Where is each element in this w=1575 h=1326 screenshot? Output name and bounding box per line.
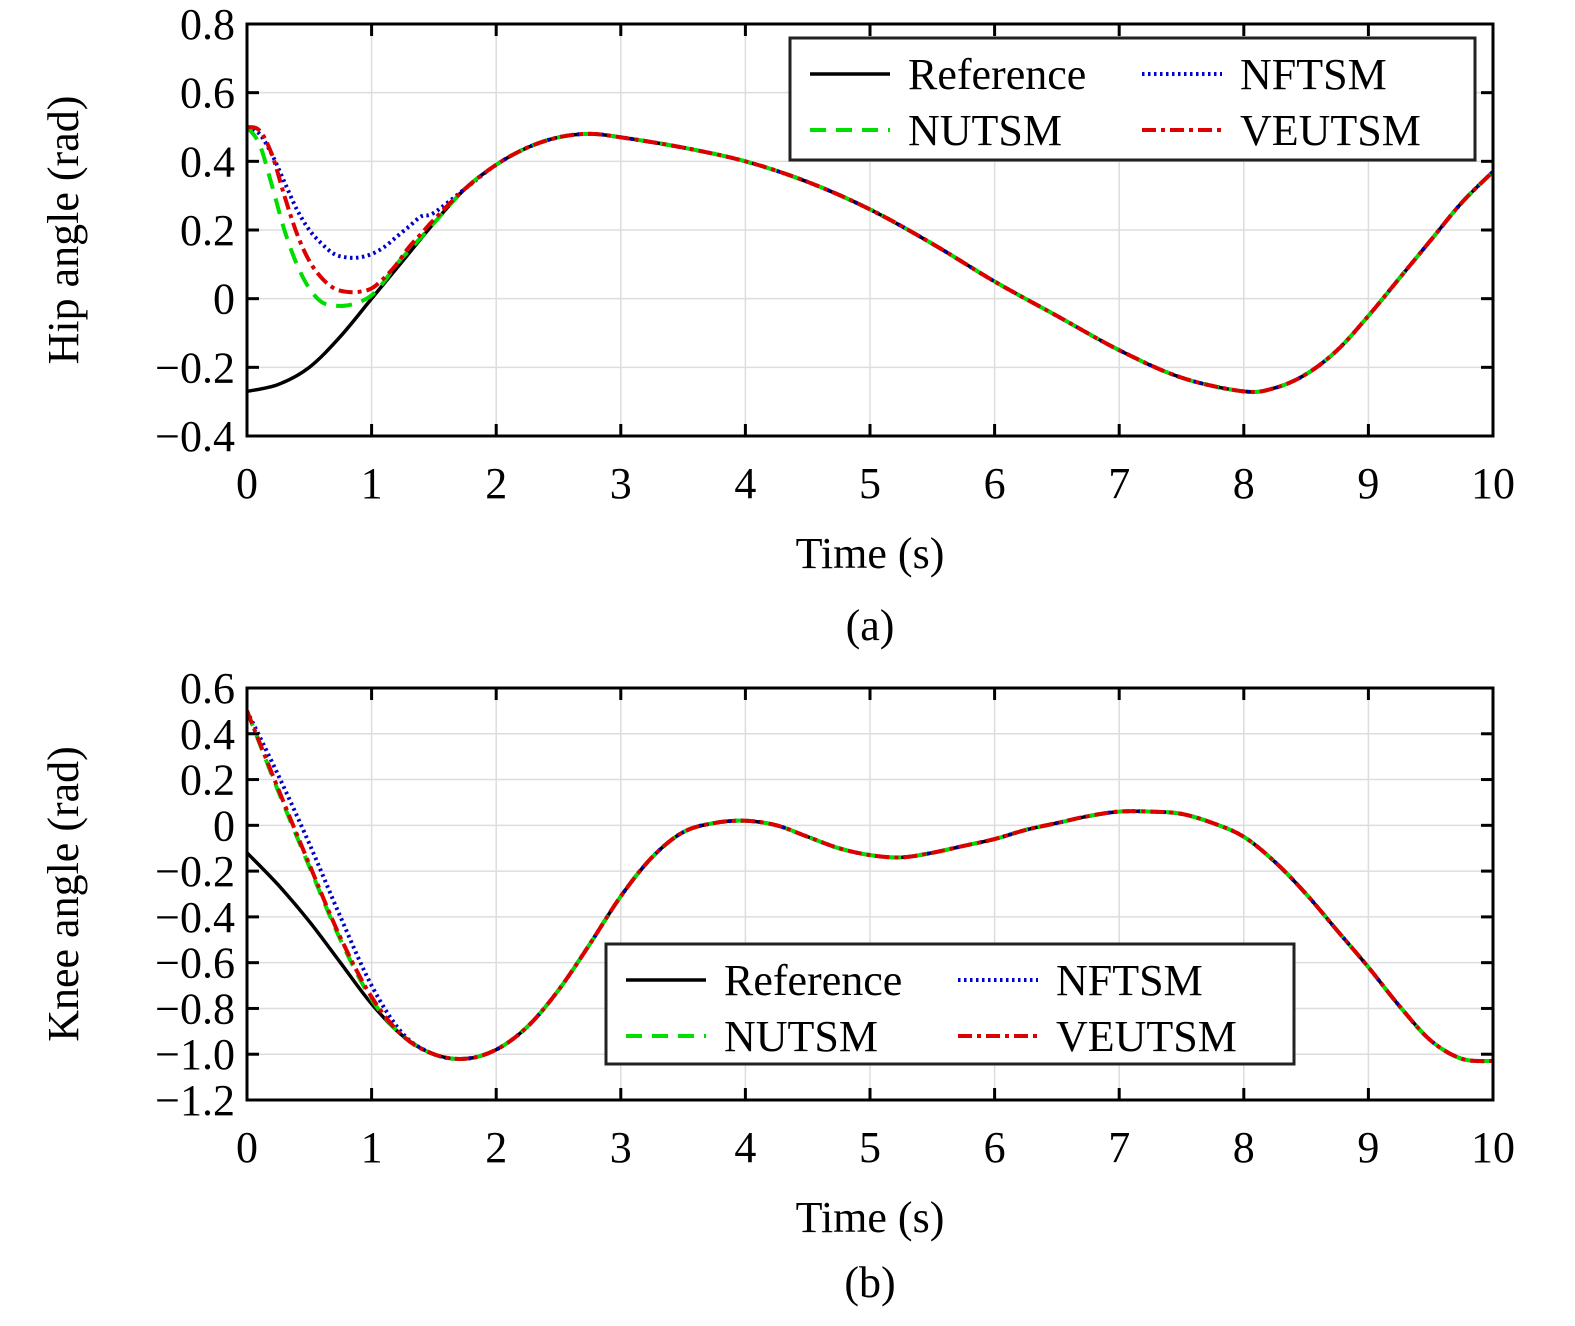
x-tick-label: 7 [1108, 1123, 1130, 1172]
y-tick-label: 0 [213, 275, 235, 324]
x-tick-label: 10 [1471, 459, 1515, 508]
y-tick-label: −1.2 [155, 1076, 235, 1125]
y-tick-label: 0.8 [180, 0, 235, 49]
legend-label-nftsm: NFTSM [1240, 50, 1387, 99]
x-tick-label: 8 [1233, 1123, 1255, 1172]
chart-panel-hip: 0 1 2 3 4 5 6 7 8 9 10 −0.4 −0.2 0 0.2 0.4 0.6 0.8 Time (s… [39, 0, 1515, 650]
series-line-veutsm [247, 710, 1493, 1064]
x-tick-label: 2 [485, 1123, 507, 1172]
x-tick-label: 8 [1233, 459, 1255, 508]
x-tick-label: 6 [984, 1123, 1006, 1172]
y-tick-label: −0.8 [155, 984, 235, 1033]
x-tick-label: 0 [236, 459, 258, 508]
x-axis-label: Time (s) [796, 1193, 945, 1242]
x-tick-label: 9 [1357, 459, 1379, 508]
x-tick-label: 5 [859, 1123, 881, 1172]
y-tick-label: 0.6 [180, 69, 235, 118]
x-tick-label: 1 [361, 459, 383, 508]
legend-label-veutsm: VEUTSM [1240, 106, 1421, 155]
y-tick-label: 0.4 [180, 710, 235, 759]
x-tick-label: 3 [610, 1123, 632, 1172]
x-tick-label: 9 [1357, 1123, 1379, 1172]
x-tick-label: 4 [734, 459, 756, 508]
legend-label-nutsm: NUTSM [724, 1012, 878, 1061]
y-tick-label: 0.2 [180, 206, 235, 255]
legend-label-veutsm: VEUTSM [1056, 1012, 1237, 1061]
y-tick-label: 0 [213, 801, 235, 850]
y-tick-label: 0.4 [180, 137, 235, 186]
legend-box [788, 36, 1477, 162]
legend-label-reference: Reference [724, 956, 902, 1005]
legend-box [604, 942, 1296, 1066]
legend-label-reference: Reference [908, 50, 1086, 99]
y-tick-label: 0.6 [180, 664, 235, 713]
legend-label-nutsm: NUTSM [908, 106, 1062, 155]
legend: Reference NFTSM NUTSM VEUTSM [788, 36, 1477, 162]
y-tick-label: −0.2 [155, 343, 235, 392]
y-tick-label: −0.4 [155, 893, 235, 942]
x-axis-label: Time (s) [796, 529, 945, 578]
chart-panel-knee: 0 1 2 3 4 5 6 7 8 9 10−1.2−1.0−0.8−0.6−0.4−0.200.2… [39, 664, 1515, 1307]
y-axis-label: Hip angle (rad) [39, 96, 88, 365]
x-tick-label: 10 [1471, 1123, 1515, 1172]
y-tick-label: −1.0 [155, 1030, 235, 1079]
y-tick-label: −0.6 [155, 939, 235, 988]
x-tick-label: 5 [859, 459, 881, 508]
x-tick-label: 7 [1108, 459, 1130, 508]
x-tick-label: 1 [361, 1123, 383, 1172]
legend: Reference NFTSM NUTSM VEUTSM [604, 942, 1296, 1066]
panel-caption: (a) [846, 601, 895, 650]
y-tick-label: 0.2 [180, 756, 235, 805]
x-tick-label: 3 [610, 459, 632, 508]
y-tick-label: −0.2 [155, 847, 235, 896]
panel-caption: (b) [844, 1258, 895, 1307]
x-tick-label: 6 [984, 459, 1006, 508]
x-tick-label: 2 [485, 459, 507, 508]
y-tick-label: −0.4 [155, 412, 235, 461]
series-line-veutsm [247, 125, 1493, 394]
legend-label-nftsm: NFTSM [1056, 956, 1203, 1005]
x-tick-label: 4 [734, 1123, 756, 1172]
x-tick-label: 0 [236, 1123, 258, 1172]
y-axis-label: Knee angle (rad) [39, 746, 88, 1042]
